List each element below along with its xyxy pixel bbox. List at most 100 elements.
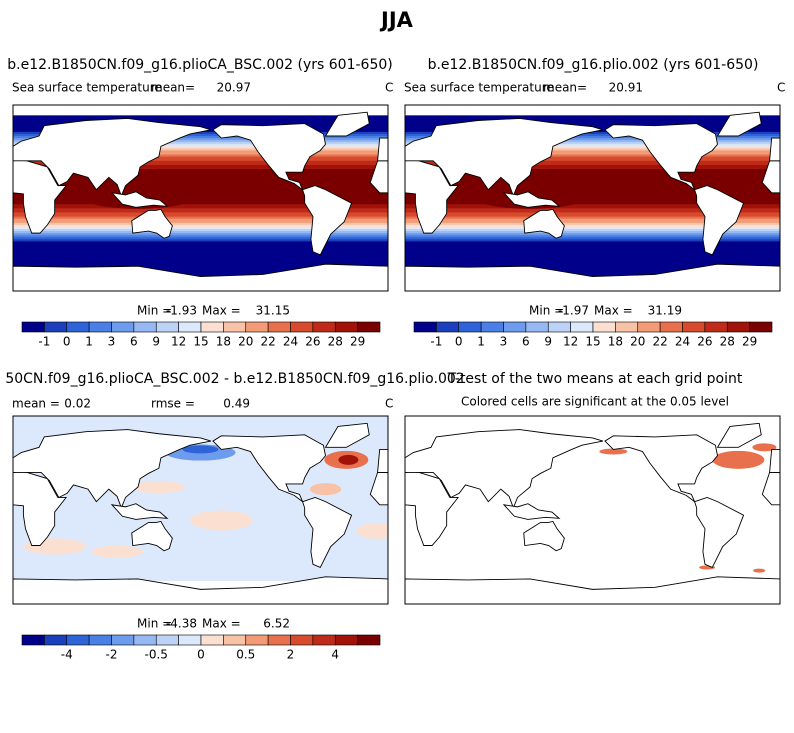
colorbar-swatch [111, 634, 135, 646]
sst-band [13, 160, 388, 164]
colorbar-label: 0.5 [236, 648, 255, 662]
sst-band [13, 237, 388, 240]
sst-band [13, 208, 388, 211]
sst-band [405, 270, 780, 273]
sst-band [405, 241, 780, 244]
map-frame [12, 415, 389, 605]
colorbar-swatch [21, 634, 45, 646]
continent [110, 503, 169, 520]
continent [377, 448, 388, 473]
sst-band [13, 239, 388, 242]
colorbar-label: 6 [522, 335, 530, 349]
continent [369, 160, 388, 194]
colorbar-label: -2 [106, 648, 118, 662]
continent [302, 496, 353, 569]
sst-band [405, 237, 780, 240]
continent [716, 422, 762, 448]
colorbar-label: 22 [652, 335, 667, 349]
colorbar-swatch [44, 634, 68, 646]
sst-band [405, 131, 780, 135]
colorbar-label: 24 [283, 335, 298, 349]
sst-band [13, 212, 388, 216]
colorbar-swatch [436, 321, 460, 333]
colorbar-swatch [334, 634, 358, 646]
colorbar-swatch [726, 321, 750, 333]
continent [694, 185, 745, 256]
sst-band [405, 169, 780, 172]
sst-band [13, 268, 388, 271]
colorbar-label: 4 [331, 648, 339, 662]
continent [369, 471, 388, 506]
sst-band [13, 224, 388, 228]
colorbar-label: 15 [585, 335, 600, 349]
sst-band [13, 175, 388, 178]
sst-band [13, 154, 388, 158]
sst-band [13, 243, 388, 247]
colorbar-swatch [704, 321, 728, 333]
colorbar-swatch [503, 321, 527, 333]
sst-band [13, 226, 388, 230]
sst-band [405, 229, 780, 232]
sst-band [13, 146, 388, 149]
colorbar-swatch [480, 321, 504, 333]
mean-label: mean= [151, 81, 195, 95]
sst-band [405, 175, 780, 178]
sst-band [405, 144, 780, 147]
panel-title: b.e12.B1850CN.f09_g16.plioCA_BSC.002 (yr… [7, 57, 392, 73]
colorbar-swatch [357, 634, 381, 646]
sst-band [13, 185, 388, 189]
colorbar-label: 9 [152, 335, 160, 349]
sst-band [405, 123, 780, 127]
variable-name: Sea surface temperature [404, 81, 554, 95]
sst-band [405, 158, 780, 162]
sst-band [405, 233, 780, 236]
sst-band [405, 195, 780, 199]
sst-band [405, 152, 780, 156]
map [13, 111, 388, 291]
map [405, 422, 780, 604]
colorbar-swatch [413, 321, 437, 333]
sst-band [13, 241, 388, 244]
colorbar-swatch [245, 321, 269, 333]
panel-title: b.e12.B1850CN.f09_g16.plio.002 (yrs 601-… [428, 57, 759, 73]
colorbar-swatch [334, 321, 358, 333]
sst-band [13, 115, 388, 118]
colorbar-label: 20 [238, 335, 253, 349]
colorbar-swatch [200, 634, 224, 646]
sst-band [13, 152, 388, 156]
colorbar-swatch [312, 634, 336, 646]
sst-band [405, 224, 780, 228]
significant-cells [753, 568, 766, 573]
colorbar-swatch [637, 321, 661, 333]
max-label: Max = [594, 304, 633, 318]
sst-band [13, 210, 388, 213]
sst-band [405, 212, 780, 216]
continent [523, 208, 565, 239]
colorbar-swatch [178, 634, 202, 646]
sst-band [405, 222, 780, 226]
sst-band [13, 156, 388, 160]
rmse-value: 0.49 [223, 397, 250, 411]
sst-band [405, 206, 780, 209]
sst-band [405, 162, 780, 166]
sst-band [405, 202, 780, 205]
mean-value: 20.91 [609, 81, 643, 95]
sst-band [13, 270, 388, 273]
sst-band [13, 167, 388, 170]
sst-band [405, 142, 780, 145]
map-frame [12, 104, 389, 292]
sst-band [405, 185, 780, 189]
colorbar-swatch [66, 634, 90, 646]
continent [110, 191, 169, 208]
colorbar-swatch [44, 321, 68, 333]
sst-band [13, 216, 388, 220]
diff-patch [182, 445, 219, 454]
sst-band [405, 179, 780, 182]
sst-band [13, 187, 388, 191]
sst-band [13, 200, 388, 203]
colorbar-label: -0.5 [145, 648, 168, 662]
continent [324, 422, 370, 448]
sst-band [405, 210, 780, 213]
continent [761, 471, 780, 506]
